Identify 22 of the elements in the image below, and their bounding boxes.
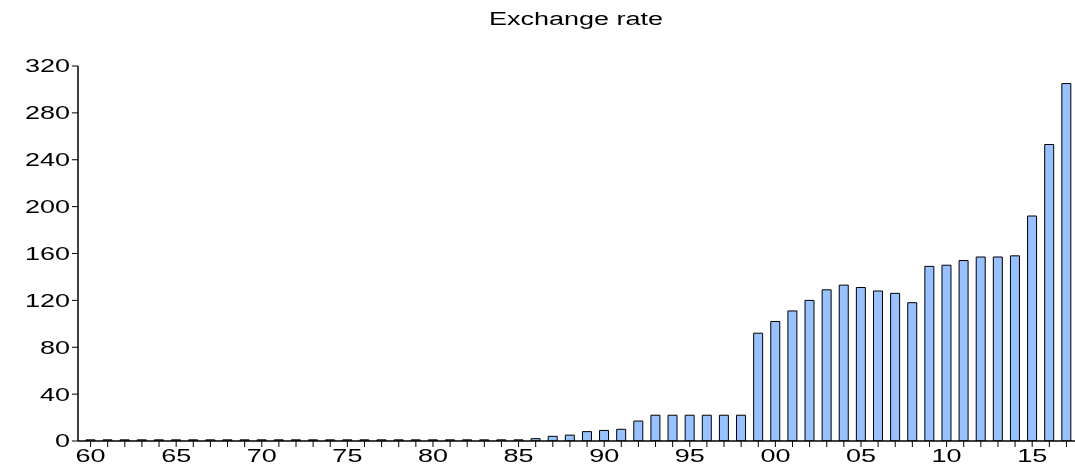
chart-title: Exchange rate <box>489 9 664 29</box>
x-tick-label: 90 <box>589 445 620 466</box>
x-tick-label: 05 <box>845 445 876 466</box>
x-tick-label: 85 <box>503 445 534 466</box>
x-tick-label: 15 <box>1017 445 1048 466</box>
x-tick-label: 00 <box>760 445 791 466</box>
y-tick-label: 120 <box>24 290 70 311</box>
y-tick-label: 280 <box>24 102 70 124</box>
y-tick-label: 40 <box>39 384 70 405</box>
y-tick-label: 200 <box>24 196 70 217</box>
y-tick-label: 320 <box>24 55 70 77</box>
y-tick-label: 80 <box>39 337 70 358</box>
x-tick-label: 95 <box>674 445 705 466</box>
x-tick-label: 75 <box>332 445 363 466</box>
x-tick-label: 60 <box>75 445 106 466</box>
y-tick-label: 160 <box>24 243 70 264</box>
x-tick-label: 70 <box>246 445 277 466</box>
y-tick-label: 0 <box>54 430 70 452</box>
y-tick-label: 240 <box>24 149 70 171</box>
x-tick-label: 65 <box>161 445 192 466</box>
x-tick-label: 80 <box>417 445 448 466</box>
x-tick-label: 10 <box>931 445 962 466</box>
